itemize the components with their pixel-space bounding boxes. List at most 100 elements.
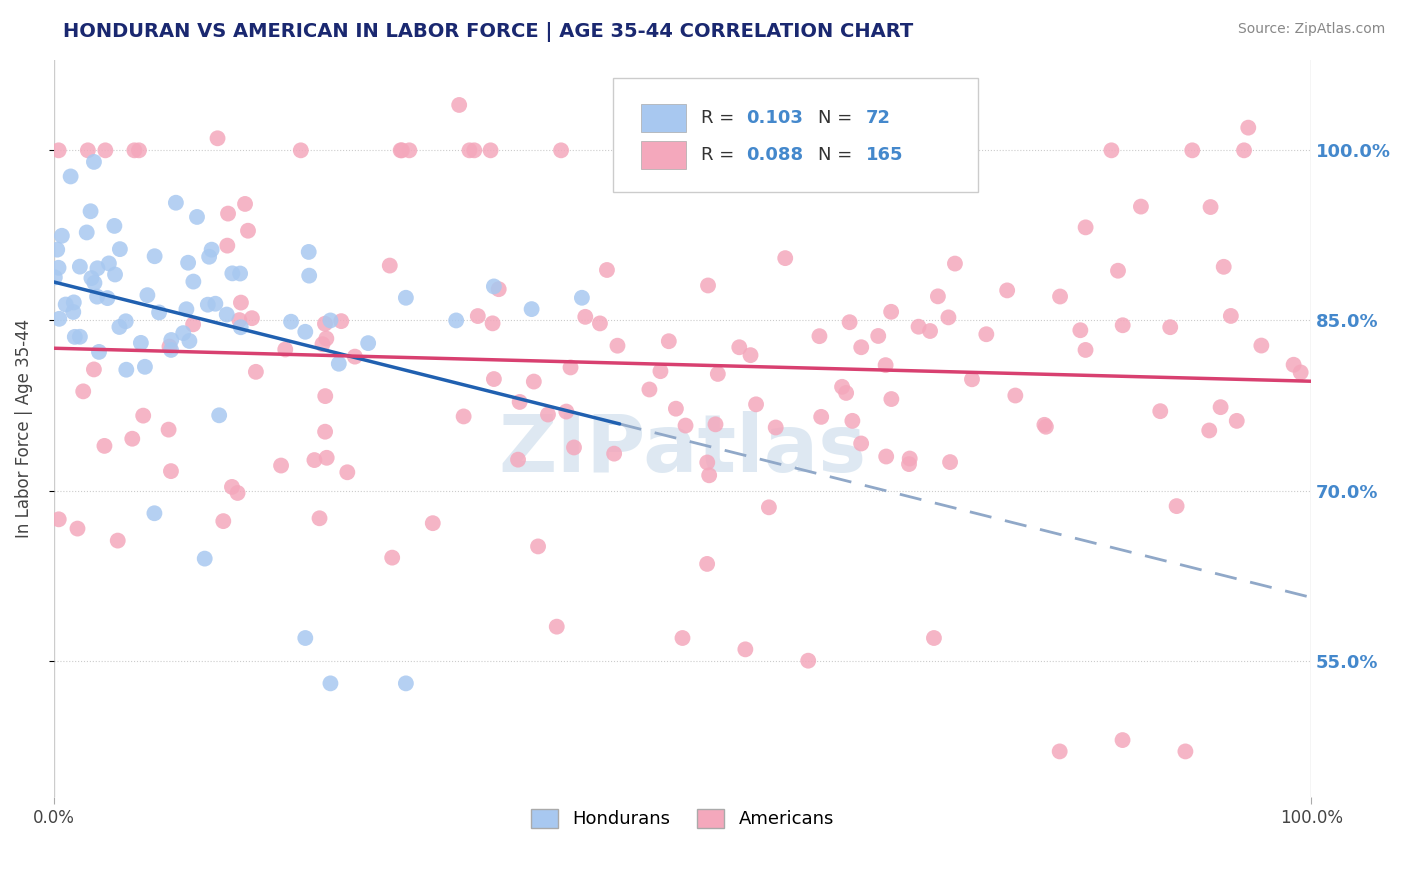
Point xyxy=(76,144,98,158)
Point xyxy=(824,144,846,158)
Point xyxy=(308,511,330,525)
Point xyxy=(398,144,420,158)
Point xyxy=(562,441,585,455)
Point xyxy=(48,311,70,326)
Text: R =: R = xyxy=(702,109,741,127)
Point xyxy=(207,131,229,145)
Point xyxy=(638,383,661,397)
Point xyxy=(107,533,129,548)
Point xyxy=(79,204,101,219)
Point xyxy=(46,243,69,257)
Point xyxy=(314,389,336,403)
Point xyxy=(143,506,166,520)
Point xyxy=(280,315,302,329)
Point xyxy=(927,289,949,303)
Point xyxy=(143,249,166,263)
Text: 165: 165 xyxy=(866,145,904,164)
Point xyxy=(697,468,720,483)
Point xyxy=(69,330,91,344)
Point xyxy=(841,414,863,428)
Point xyxy=(160,343,183,357)
Point xyxy=(391,144,413,158)
Point xyxy=(808,329,831,343)
Point xyxy=(1049,289,1071,303)
Point xyxy=(481,317,503,331)
Point xyxy=(183,275,205,289)
Point xyxy=(707,367,730,381)
Point xyxy=(159,340,181,354)
Point xyxy=(55,297,77,311)
Point xyxy=(51,228,73,243)
Point xyxy=(83,362,105,376)
Point xyxy=(48,260,70,275)
Point xyxy=(72,384,94,399)
Text: R =: R = xyxy=(702,145,741,164)
Point xyxy=(603,447,626,461)
Point xyxy=(208,409,231,423)
Point xyxy=(86,261,108,276)
Point xyxy=(395,676,418,690)
Point xyxy=(103,219,125,233)
Point xyxy=(797,654,820,668)
Point xyxy=(1226,414,1249,428)
Point xyxy=(62,295,84,310)
Point xyxy=(1112,318,1135,333)
Point xyxy=(298,244,321,259)
Point xyxy=(124,144,146,158)
Point xyxy=(201,243,224,257)
Point xyxy=(665,401,688,416)
Point xyxy=(1074,343,1097,357)
Point xyxy=(86,290,108,304)
Point xyxy=(875,358,897,372)
Point xyxy=(835,386,858,401)
Point xyxy=(509,395,531,409)
Text: 0.088: 0.088 xyxy=(747,145,804,164)
Point xyxy=(1035,419,1057,434)
Point xyxy=(574,310,596,324)
Point xyxy=(94,144,117,158)
Point xyxy=(204,297,226,311)
Point xyxy=(389,144,412,158)
Point xyxy=(453,409,475,424)
Point xyxy=(571,291,593,305)
Point xyxy=(740,348,762,362)
Point xyxy=(330,314,353,328)
Point xyxy=(527,540,550,554)
Point xyxy=(66,522,89,536)
Point xyxy=(995,284,1018,298)
Point xyxy=(128,144,150,158)
Point xyxy=(1129,200,1152,214)
Point xyxy=(319,313,342,327)
Point xyxy=(537,408,560,422)
Point xyxy=(217,206,239,220)
Point xyxy=(132,409,155,423)
Point xyxy=(868,329,890,343)
Point xyxy=(671,631,693,645)
Point xyxy=(69,260,91,274)
Point xyxy=(1199,200,1222,214)
Point xyxy=(482,279,505,293)
Point xyxy=(181,318,204,332)
Point xyxy=(523,375,546,389)
Point xyxy=(880,392,903,406)
Point xyxy=(898,451,921,466)
Point xyxy=(395,291,418,305)
Point xyxy=(696,455,718,469)
Point xyxy=(758,500,780,515)
Point xyxy=(134,359,156,374)
Point xyxy=(240,311,263,326)
Point xyxy=(898,457,921,471)
Point xyxy=(1174,744,1197,758)
FancyBboxPatch shape xyxy=(641,103,686,132)
Point xyxy=(62,305,84,319)
Point xyxy=(228,313,250,327)
Point xyxy=(179,334,201,348)
Point xyxy=(245,365,267,379)
Point xyxy=(294,631,316,645)
Point xyxy=(1282,358,1305,372)
Point xyxy=(479,144,502,158)
Point xyxy=(83,276,105,290)
Point xyxy=(172,326,194,340)
Point xyxy=(745,397,768,411)
Point xyxy=(458,144,481,158)
